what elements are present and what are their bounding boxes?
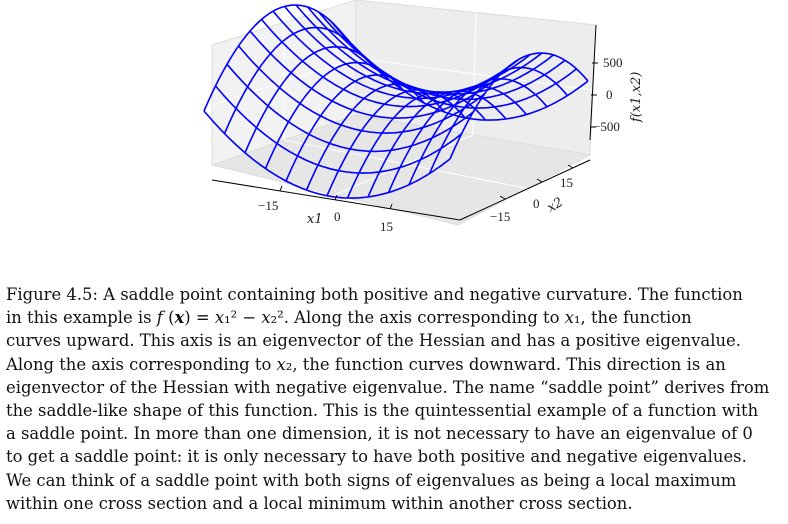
caption-line: Figure 4.5: A saddle point containing bo… bbox=[6, 285, 743, 304]
caption-line: eigenvector of the Hessian with negative… bbox=[6, 377, 770, 397]
caption-line: in this example is f (x) = x₁² − x₂². Al… bbox=[6, 308, 692, 328]
tick-labels: −15 0 15 −15 0 15 500 0 −500 bbox=[258, 55, 623, 234]
saddle-surface bbox=[203, 4, 589, 199]
surface-plot: −15 0 15 −15 0 15 500 0 −500 x1 x2 f(x1,… bbox=[203, 0, 644, 234]
surface-grid-line bbox=[226, 63, 474, 153]
surface-grid-line bbox=[283, 5, 531, 95]
x1-tick-mark bbox=[279, 185, 283, 192]
x2-tick-label: −15 bbox=[490, 209, 510, 224]
x1-tick-mark bbox=[334, 194, 338, 201]
surface-grid-line bbox=[329, 20, 577, 109]
x1-tick-label: 15 bbox=[380, 219, 393, 234]
x1-tick-label: −15 bbox=[258, 198, 278, 213]
caption-line: to get a saddle point: it is only necess… bbox=[6, 447, 747, 467]
x1-tick-label: 0 bbox=[334, 209, 341, 224]
x2-tick-mark bbox=[499, 195, 506, 200]
z-tick-label: −500 bbox=[593, 119, 620, 134]
surface-grid-line bbox=[306, 6, 554, 95]
figure-caption: Figure 4.5: A saddle point containing bo… bbox=[6, 283, 782, 515]
caption-line: a saddle point. In more than one dimensi… bbox=[6, 424, 753, 444]
surface-grid-line bbox=[341, 32, 589, 121]
caption-line: We can think of a saddle point with both… bbox=[6, 470, 737, 490]
x2-tick-mark bbox=[536, 178, 543, 183]
x2-tick-mark bbox=[567, 164, 574, 169]
surface-grid-line bbox=[249, 30, 497, 119]
surface-grid-line bbox=[203, 110, 451, 199]
floor-pane bbox=[210, 114, 592, 226]
z-tick-label: 0 bbox=[606, 87, 613, 102]
axes bbox=[211, 24, 598, 221]
surface-grid-line bbox=[214, 85, 462, 174]
x2-axis-line bbox=[459, 159, 591, 221]
x1-axis-line bbox=[211, 179, 461, 221]
z-tick-label: 500 bbox=[603, 55, 623, 70]
z-axis-line bbox=[589, 24, 597, 141]
caption-line: curves upward. This axis is an eigenvect… bbox=[6, 331, 741, 351]
caption-line: within one cross section and a local min… bbox=[6, 493, 633, 513]
x1-axis-label: x1 bbox=[307, 212, 323, 227]
x2-tick-label: 0 bbox=[533, 196, 540, 211]
axis-panes bbox=[210, 0, 597, 226]
caption-line: Along the axis corresponding to x₂, the … bbox=[6, 354, 726, 374]
x1-tick-mark bbox=[389, 203, 393, 210]
surface-grid-line bbox=[237, 45, 485, 134]
x2-tick-label: 15 bbox=[560, 175, 573, 190]
x2-axis-label: x2 bbox=[545, 195, 566, 216]
caption-line: the saddle-like shape of this function. … bbox=[6, 401, 759, 421]
saddle-figure: −15 0 15 −15 0 15 500 0 −500 x1 x2 f(x1,… bbox=[0, 0, 788, 260]
z-axis-label: f(x1,x2) bbox=[629, 72, 644, 123]
